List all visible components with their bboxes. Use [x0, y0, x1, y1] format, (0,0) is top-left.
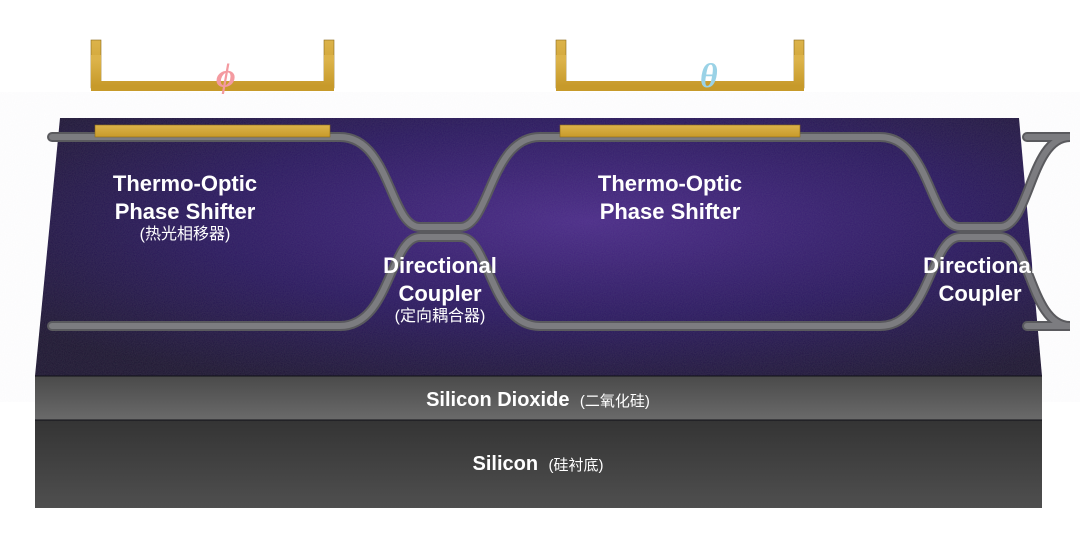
silicon-substrate-layer	[35, 420, 1042, 508]
symbol-phi: ϕ	[216, 58, 236, 96]
symbol-theta: θ	[700, 58, 718, 96]
chip-top-surface	[35, 118, 1042, 376]
silicon-dioxide-layer	[35, 376, 1042, 420]
photonic-chip-diagram	[0, 0, 1080, 538]
